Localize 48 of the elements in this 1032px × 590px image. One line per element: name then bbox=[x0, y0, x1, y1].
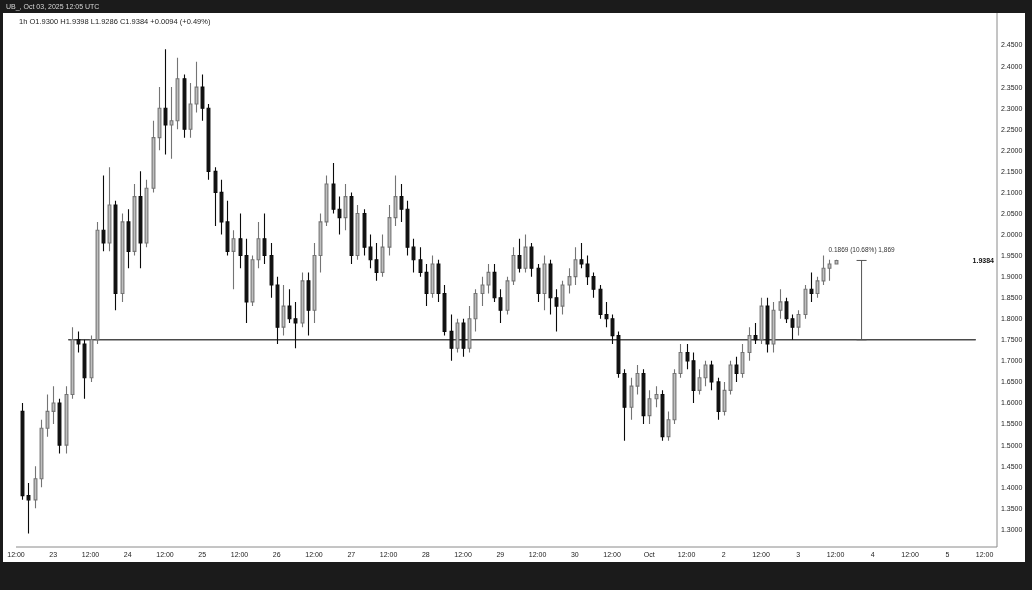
candlestick bbox=[809, 271, 814, 303]
candlestick bbox=[759, 297, 764, 345]
candlestick bbox=[771, 301, 776, 353]
candlestick bbox=[101, 175, 106, 252]
candlestick bbox=[523, 233, 528, 273]
candlestick bbox=[747, 326, 752, 362]
candlestick bbox=[163, 48, 168, 156]
candlestick bbox=[455, 318, 460, 353]
candlestick bbox=[120, 212, 125, 303]
candlestick bbox=[300, 271, 305, 328]
candlestick bbox=[654, 385, 659, 408]
candlestick bbox=[536, 263, 541, 303]
candlestick bbox=[660, 389, 665, 442]
candlestick bbox=[529, 242, 534, 278]
candlestick bbox=[647, 389, 652, 425]
candlestick bbox=[126, 208, 131, 269]
candlestick bbox=[834, 259, 839, 266]
candlestick bbox=[107, 166, 112, 252]
candlestick bbox=[803, 284, 808, 320]
candlestick bbox=[560, 280, 565, 316]
candlestick bbox=[765, 297, 770, 353]
candlestick bbox=[734, 356, 739, 383]
candlestick bbox=[262, 212, 267, 265]
candlestick bbox=[716, 377, 721, 421]
candlestick bbox=[113, 200, 118, 311]
candlestick bbox=[355, 204, 360, 261]
candlestick bbox=[796, 309, 801, 337]
candlestick bbox=[132, 183, 137, 257]
candlestick bbox=[778, 288, 783, 320]
candlestick bbox=[641, 368, 646, 425]
candlestick bbox=[306, 271, 311, 337]
candlestick bbox=[144, 179, 149, 248]
candlestick bbox=[380, 233, 385, 278]
candlestick bbox=[343, 183, 348, 231]
candlestick bbox=[138, 170, 143, 269]
candlestick bbox=[709, 360, 714, 391]
candlestick bbox=[182, 73, 187, 139]
candlestick bbox=[349, 191, 354, 265]
candlestick bbox=[740, 343, 745, 379]
candlestick bbox=[461, 318, 466, 358]
candlestick bbox=[542, 255, 547, 311]
candlestick bbox=[231, 229, 236, 290]
candlestick bbox=[753, 322, 758, 345]
candlestick bbox=[517, 238, 522, 273]
candlestick bbox=[449, 313, 454, 362]
candlestick bbox=[281, 284, 286, 337]
candlestick bbox=[57, 398, 62, 455]
candlestick bbox=[430, 255, 435, 299]
